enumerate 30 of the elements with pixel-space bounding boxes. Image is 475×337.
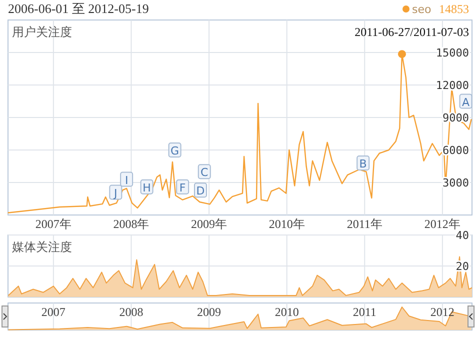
x-tick-label: 2007年	[35, 217, 72, 231]
x-tick-label: 2009	[197, 305, 222, 319]
annotation: I	[124, 174, 128, 187]
annotation: H	[142, 181, 151, 194]
x-tick-label: 2011年	[346, 217, 382, 231]
annotation: J	[113, 186, 118, 200]
x-tick-label: 2012	[430, 305, 454, 319]
annotation: 2011-06-27/2011-07-03	[354, 25, 469, 39]
y-tick-label: 15000	[436, 46, 469, 60]
chart-title: 媒体关注度	[12, 240, 72, 254]
text: 14853	[439, 2, 469, 16]
y-tick-label: 12000	[436, 79, 469, 92]
annotation: G	[170, 144, 180, 158]
chart-title: 2006-06-01 至 2012-05-19	[8, 1, 149, 16]
annotation: C	[200, 166, 209, 180]
annotation: B	[359, 158, 367, 170]
x-tick-label: 2012年	[424, 217, 460, 231]
chart-subtitle: 用户关注度	[12, 25, 72, 39]
y-tick-label: 40	[456, 229, 469, 242]
x-tick-label: 2008年	[113, 217, 150, 231]
x-tick-label: 2011	[352, 305, 376, 319]
x-tick-label: 2010	[274, 305, 299, 319]
x-tick-label: 2010年	[268, 217, 305, 231]
annotation: D	[196, 184, 205, 198]
x-tick-label: 2009年	[191, 217, 228, 231]
legend-label: seo	[412, 3, 432, 16]
annotation: A	[462, 96, 470, 109]
x-tick-label: 2007	[41, 305, 66, 319]
annotation: F	[179, 181, 186, 194]
x-tick-label: 2008	[119, 305, 144, 319]
